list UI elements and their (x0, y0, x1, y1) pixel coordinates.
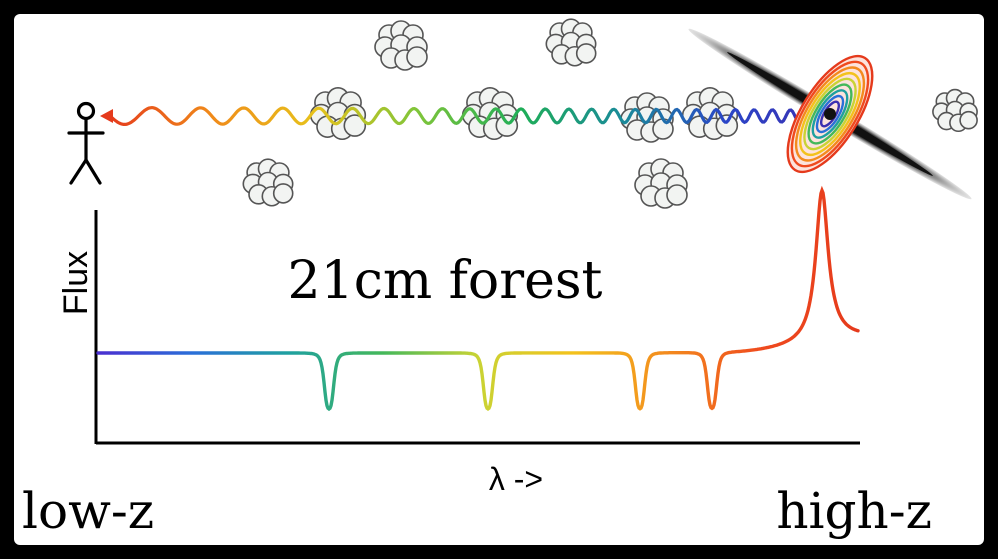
high-z-label: high-z (776, 482, 932, 540)
y-axis-label: Flux (57, 251, 95, 315)
gas-cloud-icon (681, 87, 739, 141)
gas-cloud-icon (620, 92, 674, 143)
flux-axes (94, 210, 860, 445)
forest-title: 21cm forest (288, 251, 603, 311)
low-z-label: low-z (22, 482, 154, 540)
photon-wave-path (108, 105, 828, 126)
x-axis-label: λ -> (489, 461, 543, 497)
spectrum-curve (96, 185, 860, 412)
gas-cloud-icon (634, 158, 688, 209)
gas-cloud-icon (545, 18, 597, 67)
gas-cloud-icon (242, 158, 294, 207)
gas-cloud-icon (932, 88, 978, 133)
stick-figure-observer-icon (67, 101, 105, 185)
photon-arrowhead-icon (100, 109, 113, 123)
gas-cloud-icon (374, 20, 428, 71)
gas-clouds (242, 18, 978, 209)
radio-quasar-disk-and-jet-icon (688, 28, 972, 200)
